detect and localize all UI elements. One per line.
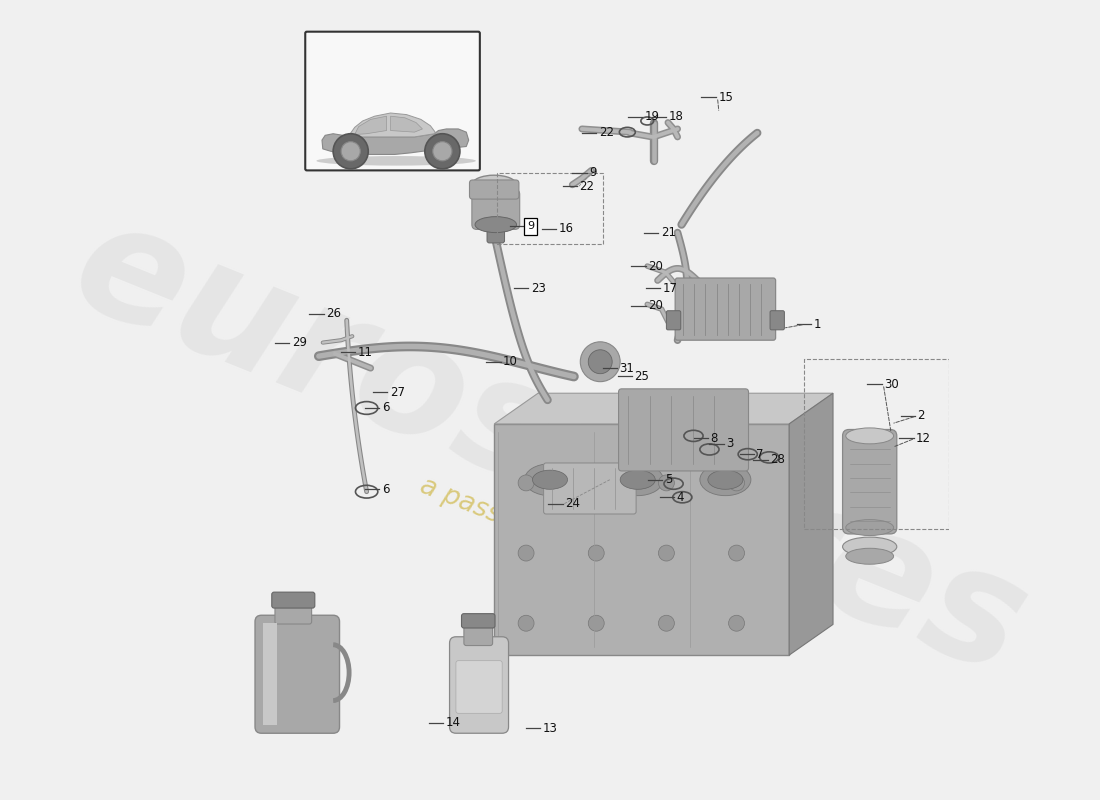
Circle shape <box>659 545 674 561</box>
Ellipse shape <box>700 464 751 496</box>
Ellipse shape <box>613 464 663 496</box>
Text: 30: 30 <box>884 378 899 390</box>
Text: 22: 22 <box>598 126 614 139</box>
FancyBboxPatch shape <box>275 603 311 624</box>
Text: 6: 6 <box>382 402 389 414</box>
Text: 15: 15 <box>718 90 733 103</box>
Text: 9: 9 <box>590 166 596 179</box>
Ellipse shape <box>846 548 893 564</box>
Polygon shape <box>263 623 277 726</box>
Text: 28: 28 <box>770 454 785 466</box>
Text: 29: 29 <box>292 336 307 349</box>
Circle shape <box>588 475 604 491</box>
Circle shape <box>432 142 452 161</box>
FancyBboxPatch shape <box>462 614 495 628</box>
Circle shape <box>659 615 674 631</box>
Ellipse shape <box>475 217 517 233</box>
Text: 12: 12 <box>916 432 931 445</box>
Text: 27: 27 <box>389 386 405 398</box>
Text: 19: 19 <box>645 110 660 123</box>
Circle shape <box>341 142 361 161</box>
Circle shape <box>518 545 535 561</box>
Text: 11: 11 <box>358 346 373 358</box>
Text: 14: 14 <box>446 716 461 730</box>
Text: 25: 25 <box>635 370 649 382</box>
FancyBboxPatch shape <box>667 310 681 330</box>
Text: 23: 23 <box>531 282 546 295</box>
FancyBboxPatch shape <box>770 310 784 330</box>
Ellipse shape <box>846 519 893 535</box>
Circle shape <box>728 545 745 561</box>
Ellipse shape <box>317 156 476 166</box>
Polygon shape <box>349 113 436 137</box>
Circle shape <box>588 615 604 631</box>
Ellipse shape <box>472 175 517 194</box>
Text: 21: 21 <box>661 226 675 239</box>
Polygon shape <box>494 424 789 655</box>
Text: 20: 20 <box>648 299 663 313</box>
Text: 22: 22 <box>580 180 594 193</box>
Text: 31: 31 <box>619 362 635 374</box>
Circle shape <box>333 134 369 169</box>
FancyBboxPatch shape <box>470 180 519 199</box>
Text: 18: 18 <box>669 110 684 123</box>
Text: 7: 7 <box>757 448 764 461</box>
Text: a passion for parts since 1985: a passion for parts since 1985 <box>416 473 795 646</box>
Polygon shape <box>789 394 833 655</box>
Text: 16: 16 <box>559 222 574 235</box>
Text: 6: 6 <box>382 482 389 496</box>
Text: 5: 5 <box>664 474 672 486</box>
Circle shape <box>728 615 745 631</box>
FancyBboxPatch shape <box>675 278 776 340</box>
FancyBboxPatch shape <box>272 592 315 608</box>
Circle shape <box>581 342 620 382</box>
FancyBboxPatch shape <box>843 430 896 534</box>
FancyBboxPatch shape <box>464 623 493 646</box>
Text: 9: 9 <box>527 222 534 231</box>
Ellipse shape <box>843 537 896 556</box>
FancyBboxPatch shape <box>450 637 508 734</box>
Text: 3: 3 <box>726 438 734 450</box>
Text: eurospares: eurospares <box>53 186 1047 709</box>
Text: 2: 2 <box>917 410 925 422</box>
Ellipse shape <box>846 428 893 444</box>
Text: 1: 1 <box>814 318 822 330</box>
Circle shape <box>588 545 604 561</box>
Circle shape <box>518 475 535 491</box>
Circle shape <box>425 134 460 169</box>
Text: 26: 26 <box>326 307 341 321</box>
Text: 20: 20 <box>648 259 663 273</box>
FancyBboxPatch shape <box>543 463 636 514</box>
Circle shape <box>728 475 745 491</box>
FancyBboxPatch shape <box>306 32 480 170</box>
Text: 10: 10 <box>503 355 518 368</box>
Polygon shape <box>494 394 833 424</box>
Polygon shape <box>390 116 422 132</box>
Circle shape <box>588 350 613 374</box>
Circle shape <box>518 615 535 631</box>
Ellipse shape <box>708 470 742 490</box>
FancyBboxPatch shape <box>255 615 340 734</box>
FancyBboxPatch shape <box>455 661 503 714</box>
Polygon shape <box>262 622 333 727</box>
Text: 24: 24 <box>565 497 580 510</box>
Ellipse shape <box>620 470 656 490</box>
Circle shape <box>659 475 674 491</box>
Text: 8: 8 <box>711 432 717 445</box>
Text: 17: 17 <box>662 282 678 295</box>
Ellipse shape <box>525 464 575 496</box>
Polygon shape <box>322 129 469 154</box>
Text: 4: 4 <box>676 490 684 504</box>
Polygon shape <box>354 116 386 134</box>
Ellipse shape <box>532 470 568 490</box>
FancyBboxPatch shape <box>618 389 748 471</box>
FancyBboxPatch shape <box>487 221 505 243</box>
Text: 13: 13 <box>542 722 558 735</box>
FancyBboxPatch shape <box>472 190 519 230</box>
